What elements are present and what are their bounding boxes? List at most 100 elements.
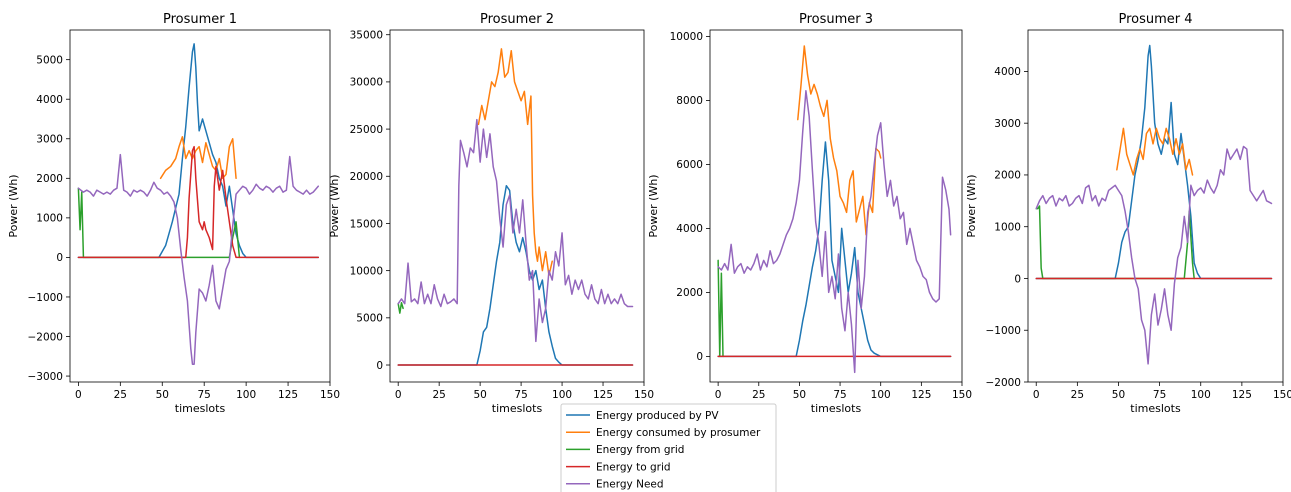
legend-label: Energy to grid <box>596 461 671 473</box>
legend-item: Energy from grid <box>566 444 684 456</box>
x-tick-label: 100 <box>236 389 256 401</box>
x-tick-label: 75 <box>1153 389 1166 401</box>
axes-frame <box>1027 29 1284 383</box>
y-tick-label: 0 <box>376 360 383 372</box>
axes-frame <box>709 29 963 383</box>
plot-area <box>710 30 962 382</box>
x-tick-label: 125 <box>278 389 298 401</box>
y-tick-label: −2000 <box>27 331 63 343</box>
x-axis-label: timeslots <box>811 402 862 415</box>
x-tick-label: 100 <box>871 389 891 401</box>
y-tick-label: −2000 <box>985 377 1021 389</box>
chart-title: Prosumer 4 <box>1118 12 1192 27</box>
x-tick-label: 25 <box>432 389 445 401</box>
legend-items: Energy produced by PV Energy consumed by … <box>566 410 761 491</box>
y-tick-label: 10000 <box>350 265 383 277</box>
y-tick-label: 4000 <box>36 94 63 106</box>
y-axis-label: Power (Wh) <box>965 174 978 237</box>
y-axis-label: Power (Wh) <box>328 174 341 237</box>
series-line-energy-need <box>397 118 634 343</box>
y-axis-label: Power (Wh) <box>7 174 20 237</box>
plot-area <box>390 30 644 382</box>
x-tick-label: 125 <box>1232 389 1252 401</box>
chart-title: Prosumer 3 <box>799 12 873 27</box>
y-tick-label: 10000 <box>670 31 703 43</box>
y-tick-label: 5000 <box>36 54 63 66</box>
y-tick-label: 2000 <box>994 170 1021 182</box>
chart-title: Prosumer 1 <box>163 12 237 27</box>
x-tick-label: 125 <box>593 389 613 401</box>
plot-area <box>1028 30 1283 382</box>
y-tick-label: 0 <box>1014 273 1021 285</box>
subplots: 0 25 50 75 100 125 150−3000−2000−1000010002000… <box>7 12 1291 415</box>
series-lines <box>397 48 634 366</box>
series-lines <box>1035 44 1273 365</box>
y-axis-label: Power (Wh) <box>647 174 660 237</box>
series-line-energy-consumed-by-prosumer <box>1116 127 1194 176</box>
x-tick-label: 150 <box>634 389 654 401</box>
y-tick-label: 2000 <box>36 173 63 185</box>
series-line-energy-consumed-by-prosumer <box>477 48 553 277</box>
series-line-energy-produced-by-pv <box>77 43 320 259</box>
legend-item: Energy Need <box>566 479 664 491</box>
axes-frame <box>389 29 645 383</box>
series-line-energy-produced-by-pv <box>717 141 952 358</box>
legend-label: Energy produced by PV <box>596 410 719 422</box>
y-tick-label: 6000 <box>676 159 703 171</box>
x-tick-label: 150 <box>1273 389 1291 401</box>
y-tick-label: 3000 <box>994 118 1021 130</box>
legend-frame <box>560 403 777 492</box>
y-tick-label: −1000 <box>985 325 1021 337</box>
series-line-energy-from-grid <box>717 259 724 358</box>
y-tick-label: 4000 <box>676 223 703 235</box>
y-tick-label: 0 <box>56 252 63 264</box>
x-tick-label: 150 <box>320 389 340 401</box>
plot-area <box>70 30 330 382</box>
x-tick-label: 100 <box>552 389 572 401</box>
series-lines <box>717 45 952 374</box>
x-tick-label: 25 <box>1071 389 1084 401</box>
x-tick-label: 0 <box>395 389 402 401</box>
y-tick-label: 1000 <box>36 213 63 225</box>
subplot-2: 0 25 50 75 100 125 150 0 5000 10000 15000 20000 2500… <box>328 12 654 415</box>
y-tick-label: 5000 <box>356 313 383 325</box>
x-axis-label: timeslots <box>1130 402 1181 415</box>
x-tick-label: 75 <box>514 389 527 401</box>
x-axis-label: timeslots <box>492 402 543 415</box>
y-tick-label: 25000 <box>350 124 383 136</box>
subplot-4: 0 25 50 75 100 125 150 −2000 −1000 0 1000 2000 3000 4… <box>965 12 1291 415</box>
x-tick-label: 50 <box>793 389 806 401</box>
subplot-3: 0 25 50 75 100 125 150 0 2000 4000 6000 8000 10000 Pr… <box>647 12 972 415</box>
subplot-1: 0 25 50 75 100 125 150 −3000 −2000 −1000 0 1000 2000… <box>7 12 340 415</box>
x-axis-label: timeslots <box>175 402 226 415</box>
x-tick-label: 100 <box>1191 389 1211 401</box>
x-tick-label: 25 <box>114 389 127 401</box>
x-tick-label: 150 <box>952 389 972 401</box>
x-tick-label: 125 <box>911 389 931 401</box>
legend-label: Energy Need <box>596 479 664 491</box>
series-line-energy-need <box>1035 145 1273 365</box>
y-tick-label: 1000 <box>994 222 1021 234</box>
legend-item: Energy to grid <box>566 461 671 473</box>
legend-item: Energy consumed by prosumer <box>566 427 761 439</box>
legend-item: Energy produced by PV <box>566 410 719 422</box>
x-tick-label: 0 <box>1033 389 1040 401</box>
y-tick-label: −3000 <box>27 371 63 383</box>
legend: Energy produced by PV Energy consumed by … <box>560 403 777 492</box>
legend-label: Energy consumed by prosumer <box>596 427 761 439</box>
y-tick-label: 3000 <box>36 134 63 146</box>
legend-label: Energy from grid <box>596 444 684 456</box>
y-tick-label: 4000 <box>994 66 1021 78</box>
series-line-energy-produced-by-pv <box>1035 44 1273 280</box>
x-tick-label: 0 <box>75 389 82 401</box>
series-line-energy-consumed-by-prosumer <box>159 136 237 180</box>
x-tick-label: 50 <box>1112 389 1125 401</box>
x-tick-label: 75 <box>198 389 211 401</box>
y-tick-label: 0 <box>696 351 703 363</box>
x-tick-label: 50 <box>156 389 169 401</box>
series-line-energy-need <box>717 90 952 374</box>
series-line-energy-to-grid <box>77 145 320 259</box>
series-line-energy-from-grid <box>397 301 404 314</box>
x-tick-label: 25 <box>752 389 765 401</box>
